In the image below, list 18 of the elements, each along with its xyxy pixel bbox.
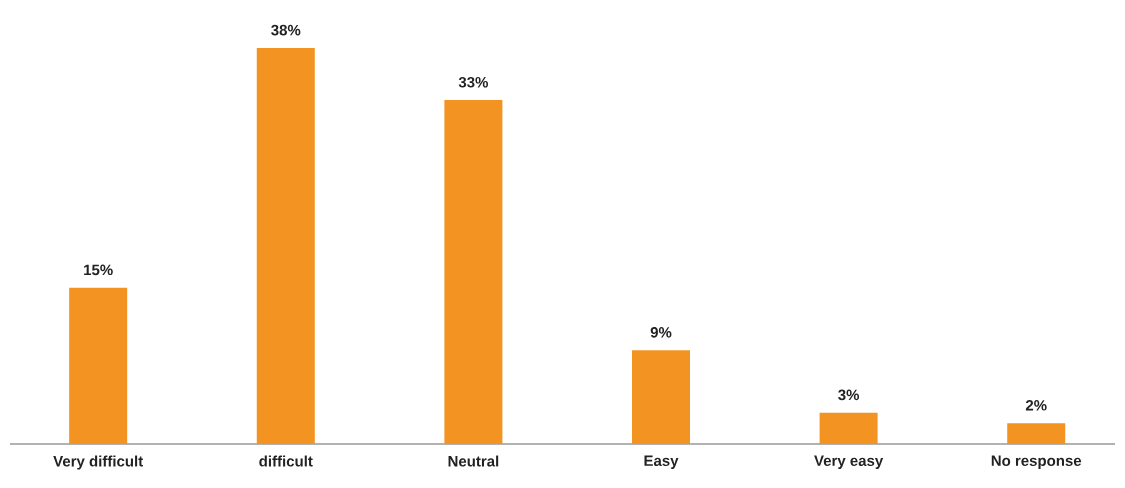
bar bbox=[632, 350, 690, 444]
x-tick-label: Neutral bbox=[448, 455, 499, 467]
data-label: 2% bbox=[1025, 400, 1047, 411]
bar bbox=[256, 48, 315, 444]
data-label: 9% bbox=[650, 327, 672, 338]
x-tick-label: difficult bbox=[259, 455, 313, 467]
bar bbox=[1007, 423, 1066, 444]
bar bbox=[69, 287, 128, 444]
x-tick-label: Very difficult bbox=[53, 455, 143, 470]
data-label: 3% bbox=[838, 389, 860, 401]
bar bbox=[444, 100, 503, 444]
x-tick-label: Very easy bbox=[814, 455, 884, 469]
x-tick-label: No response bbox=[991, 455, 1082, 469]
x-tick-label: Easy bbox=[644, 455, 679, 469]
data-label: 15% bbox=[84, 264, 113, 276]
data-label: 38% bbox=[271, 24, 301, 36]
bar bbox=[819, 412, 878, 444]
data-label: 33% bbox=[458, 76, 488, 88]
